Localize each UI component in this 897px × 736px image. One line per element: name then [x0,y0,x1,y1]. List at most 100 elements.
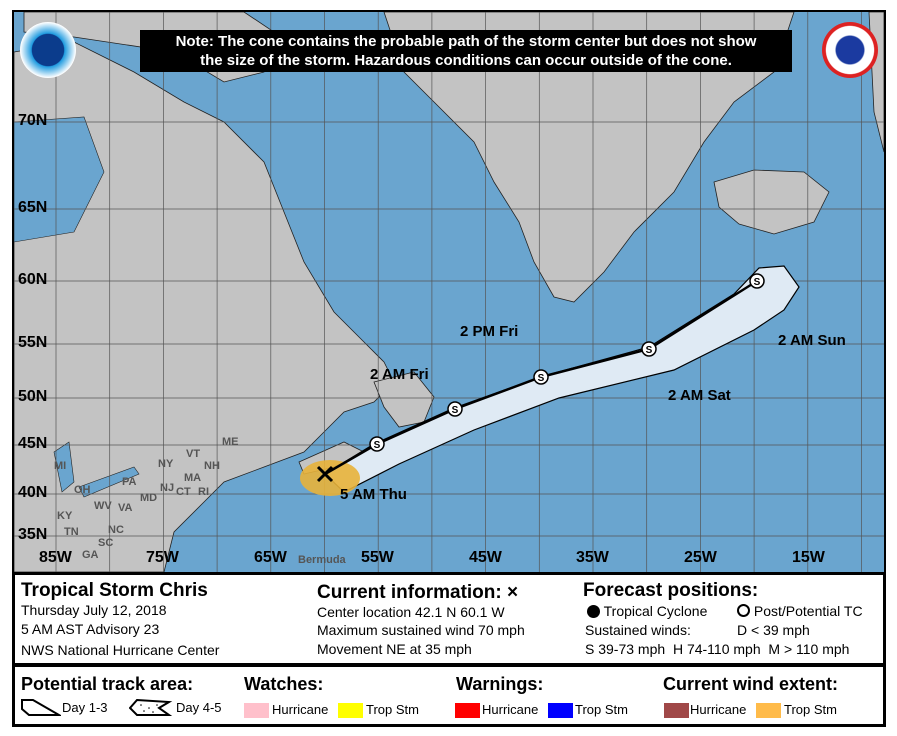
lon-label: 45W [469,549,502,566]
warnings-title: Warnings: [456,674,544,694]
lat-label: 35N [18,526,48,543]
day45-cone-icon [129,699,173,716]
state-label: NY [158,458,174,470]
current-position-marker [316,465,334,483]
lon-label: 55W [361,549,394,566]
map-canvas: S S S S S [14,12,884,572]
watch-ts-swatch [338,703,363,718]
storm-title: Tropical Storm Chris [21,580,208,601]
forecast-point-symbol: S [646,345,653,356]
forecast-point-symbol: S [374,440,381,451]
state-label: SC [98,537,114,549]
legend-panel: Potential track area: Day 1-3 Day 4-5 Wa… [12,664,886,727]
state-label: KY [57,510,73,522]
forecast-point [641,341,657,357]
forecast-point [447,401,463,417]
state-label: CT [176,486,191,498]
forecast-point-symbol: S [754,277,761,288]
lat-label: 60N [18,271,48,288]
state-label: NH [204,460,220,472]
state-label: VA [118,502,133,514]
forecast-point-symbol: S [538,373,545,384]
track-time-label: 2 AM Fri [370,366,429,383]
state-label: PA [122,476,137,488]
day13-cone-icon [21,699,61,716]
watches-title: Watches: [244,674,324,694]
lat-label: 65N [18,199,48,216]
grid [14,12,884,572]
lat-label: 50N [18,388,48,405]
state-label: NJ [160,482,175,494]
wind-hurricane-swatch [664,703,689,718]
state-label: RI [198,486,209,498]
watch-hurricane-swatch [244,703,269,718]
state-label: ME [222,436,239,448]
state-label: GA [82,549,99,561]
legend-ptc: Post/Potential TC [737,603,863,619]
state-label: NC [108,524,124,536]
warning-ts-swatch [548,703,573,718]
lat-label: 55N [18,334,48,351]
lon-label: 65W [254,549,287,566]
current-info-title: Current information: × [317,582,519,603]
advisory: 5 AM AST Advisory 23 [21,621,160,637]
land-iceland [713,169,830,235]
warning-hurricane-swatch [455,703,480,718]
track-time-label: 2 AM Sat [668,387,731,404]
center-location: Center location 42.1 N 60.1 W [317,604,505,620]
wind-extent-title: Current wind extent: [663,674,839,694]
lat-label: 45N [18,435,48,452]
track-area-title: Potential track area: [21,674,194,694]
noaa-logo [20,22,76,78]
info-panel: Tropical Storm Chris Thursday July 12, 2… [12,572,886,666]
storm-date: Thursday July 12, 2018 [21,602,167,618]
nws-logo [822,22,878,78]
day45-label: Day 4-5 [176,700,222,715]
cone-note: Note: The cone contains the probable pat… [140,30,792,72]
lon-label: 25W [684,549,717,566]
state-label: WV [94,500,112,512]
issuer: NWS National Hurricane Center [21,642,220,658]
forecast-point [749,273,765,289]
lat-label: 40N [18,484,48,501]
forecast-point [369,436,385,452]
state-label: VT [186,448,201,460]
category-d: D < 39 mph [737,622,810,638]
state-label: OH [74,484,91,496]
forecast-point [533,369,549,385]
legend-tc: Tropical Cyclone [587,603,707,619]
filled-circle-icon [587,605,600,618]
movement: Movement NE at 35 mph [317,641,472,657]
forecast-point-symbol: S [452,405,459,416]
hudson-bay [14,116,105,243]
state-label: MA [184,472,202,484]
watch-hurricane-label: Hurricane [272,702,329,717]
track-time-label: 5 AM Thu [340,486,407,503]
wind-ts-label: Trop Stm [784,702,837,717]
day13-label: Day 1-3 [62,700,108,715]
state-label: Bermuda [298,554,346,566]
state-label: MI [54,460,67,472]
state-label: MD [140,492,158,504]
track-time-label: 2 PM Fri [460,323,519,340]
wind-hurricane-label: Hurricane [690,702,747,717]
land-greenland [383,12,795,303]
wind-ts-swatch [756,703,781,718]
category-shm: S 39-73 mph H 74-110 mph M > 110 mph [585,641,850,657]
warning-ts-label: Trop Stm [575,702,628,717]
open-circle-icon [737,604,750,617]
track-time-label: 2 AM Sun [778,332,846,349]
lon-label: 15W [792,549,825,566]
state-label: TN [64,526,79,538]
lat-label: 70N [18,112,48,129]
lon-label: 35W [576,549,609,566]
lon-label: 75W [146,549,179,566]
map: S S S S S Note: The cone contains the probab… [12,10,886,574]
lon-label: 85W [39,549,72,566]
forecast-title: Forecast positions: [583,580,759,601]
sustained-label: Sustained winds: [585,622,691,638]
forecast-track [324,279,758,476]
max-wind: Maximum sustained wind 70 mph [317,622,525,638]
warning-hurricane-label: Hurricane [482,702,539,717]
